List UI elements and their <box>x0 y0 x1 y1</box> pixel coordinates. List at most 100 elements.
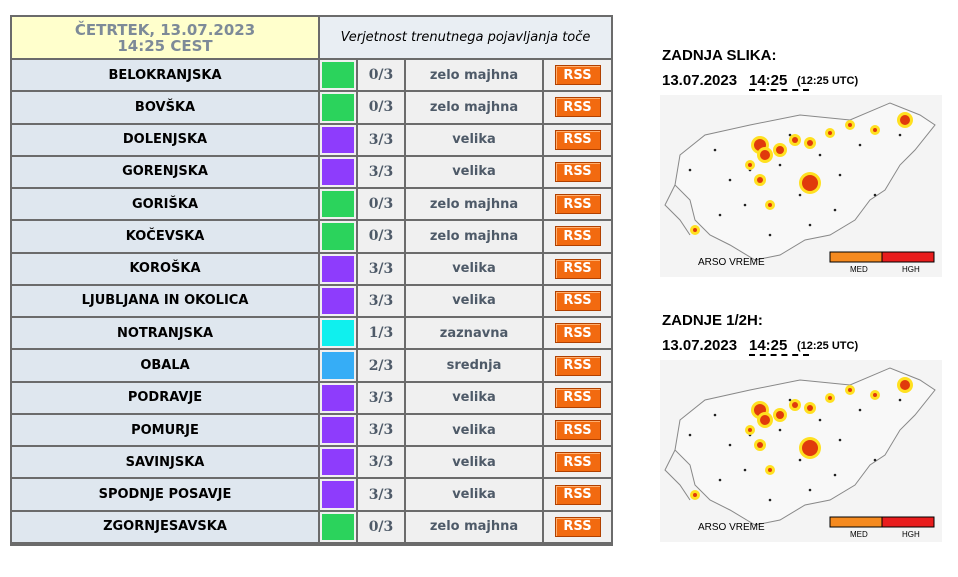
rss-cell: RSS <box>544 479 611 510</box>
swatch-color <box>322 126 354 153</box>
swatch-color <box>322 481 354 508</box>
rss-button[interactable]: RSS <box>554 97 601 118</box>
radar-map: ARSO VREME MED HGH <box>660 95 942 277</box>
hail-table: ČETRTEK, 13.07.2023 14:25 CEST Verjetnost… <box>10 15 613 546</box>
hail-high <box>792 402 798 408</box>
panel-time: 14:25 <box>749 72 810 91</box>
hail-high <box>776 146 784 154</box>
map-dot <box>788 398 792 402</box>
probability-swatch <box>320 60 356 91</box>
region-name: PODRAVJE <box>12 382 318 413</box>
rss-button[interactable]: RSS <box>554 161 601 182</box>
probability-swatch <box>320 285 356 317</box>
region-name: POMURJE <box>12 414 318 446</box>
map-dot <box>798 458 802 462</box>
swatch-color <box>322 191 354 218</box>
probability-swatch <box>320 479 356 510</box>
probability-swatch <box>320 382 356 413</box>
map-dot <box>858 143 862 147</box>
rss-button[interactable]: RSS <box>554 290 601 311</box>
map-dot <box>713 148 717 152</box>
rss-cell: RSS <box>544 253 611 284</box>
map-dot <box>873 458 877 462</box>
hail-high <box>873 393 877 397</box>
hail-high <box>757 177 763 183</box>
rss-cell: RSS <box>544 156 611 188</box>
hail-high <box>768 203 772 207</box>
rss-button[interactable]: RSS <box>554 387 601 408</box>
swatch-color <box>322 416 354 444</box>
header-date: ČETRTEK, 13.07.2023 14:25 CEST <box>12 17 318 58</box>
map-dot <box>838 173 842 177</box>
swatch-color <box>322 352 354 379</box>
rss-button[interactable]: RSS <box>554 226 601 247</box>
rss-button[interactable]: RSS <box>554 65 601 86</box>
map-dot <box>858 408 862 412</box>
map-dot <box>898 133 902 137</box>
swatch-color <box>322 94 354 121</box>
map-dot <box>728 443 732 447</box>
map-dot <box>713 413 717 417</box>
map-dot <box>808 488 812 492</box>
map-dot <box>768 498 772 502</box>
rss-cell: RSS <box>544 92 611 123</box>
brand: ARSO VREME <box>698 522 765 533</box>
hail-high <box>848 388 852 392</box>
map-dot <box>788 133 792 137</box>
rss-cell: RSS <box>544 318 611 349</box>
probability-swatch <box>320 221 356 252</box>
swatch-color <box>322 513 354 540</box>
swatch-color <box>322 223 354 250</box>
hail-high <box>748 163 752 167</box>
rss-button[interactable]: RSS <box>554 258 601 279</box>
rss-button[interactable]: RSS <box>554 194 601 215</box>
rss-button[interactable]: RSS <box>554 516 601 537</box>
fraction: 3/3 <box>358 479 404 510</box>
rss-cell: RSS <box>544 221 611 252</box>
map-dot <box>743 468 747 472</box>
swatch-color <box>322 320 354 347</box>
rss-button[interactable]: RSS <box>554 420 601 441</box>
probability-swatch <box>320 414 356 446</box>
swatch-color <box>322 287 354 315</box>
level: velika <box>406 156 542 188</box>
probability-swatch <box>320 318 356 349</box>
header-title: Verjetnost trenutnega pojavljanja toče <box>320 17 611 58</box>
rss-button[interactable]: RSS <box>554 452 601 473</box>
rss-button[interactable]: RSS <box>554 484 601 505</box>
probability-swatch <box>320 253 356 284</box>
fraction: 3/3 <box>358 285 404 317</box>
hail-high <box>776 411 784 419</box>
map-dot <box>808 223 812 227</box>
probability-swatch <box>320 350 356 381</box>
rss-button[interactable]: RSS <box>554 323 601 344</box>
probability-swatch <box>320 156 356 188</box>
coast <box>664 449 691 501</box>
fraction: 0/3 <box>358 511 404 542</box>
coast <box>664 184 691 236</box>
rss-cell: RSS <box>544 414 611 446</box>
fraction: 3/3 <box>358 156 404 188</box>
level: velika <box>406 479 542 510</box>
fraction: 3/3 <box>358 414 404 446</box>
rss-button[interactable]: RSS <box>554 355 601 376</box>
level: zelo majhna <box>406 92 542 123</box>
map-dot <box>728 178 732 182</box>
fraction: 2/3 <box>358 350 404 381</box>
map-dot <box>778 428 782 432</box>
legend-label: HGH <box>902 530 920 539</box>
fraction: 1/3 <box>358 318 404 349</box>
probability-swatch <box>320 92 356 123</box>
hail-high <box>807 405 813 411</box>
hail-high <box>900 115 910 125</box>
map-dot <box>838 438 842 442</box>
hail-high <box>768 468 772 472</box>
hail-high <box>792 137 798 143</box>
level: velika <box>406 382 542 413</box>
map-dot <box>818 153 822 157</box>
hail-high <box>748 428 752 432</box>
panel-date: 13.07.2023 <box>662 72 738 89</box>
rss-button[interactable]: RSS <box>554 129 601 150</box>
rss-cell: RSS <box>544 511 611 542</box>
hail-high <box>760 415 770 425</box>
